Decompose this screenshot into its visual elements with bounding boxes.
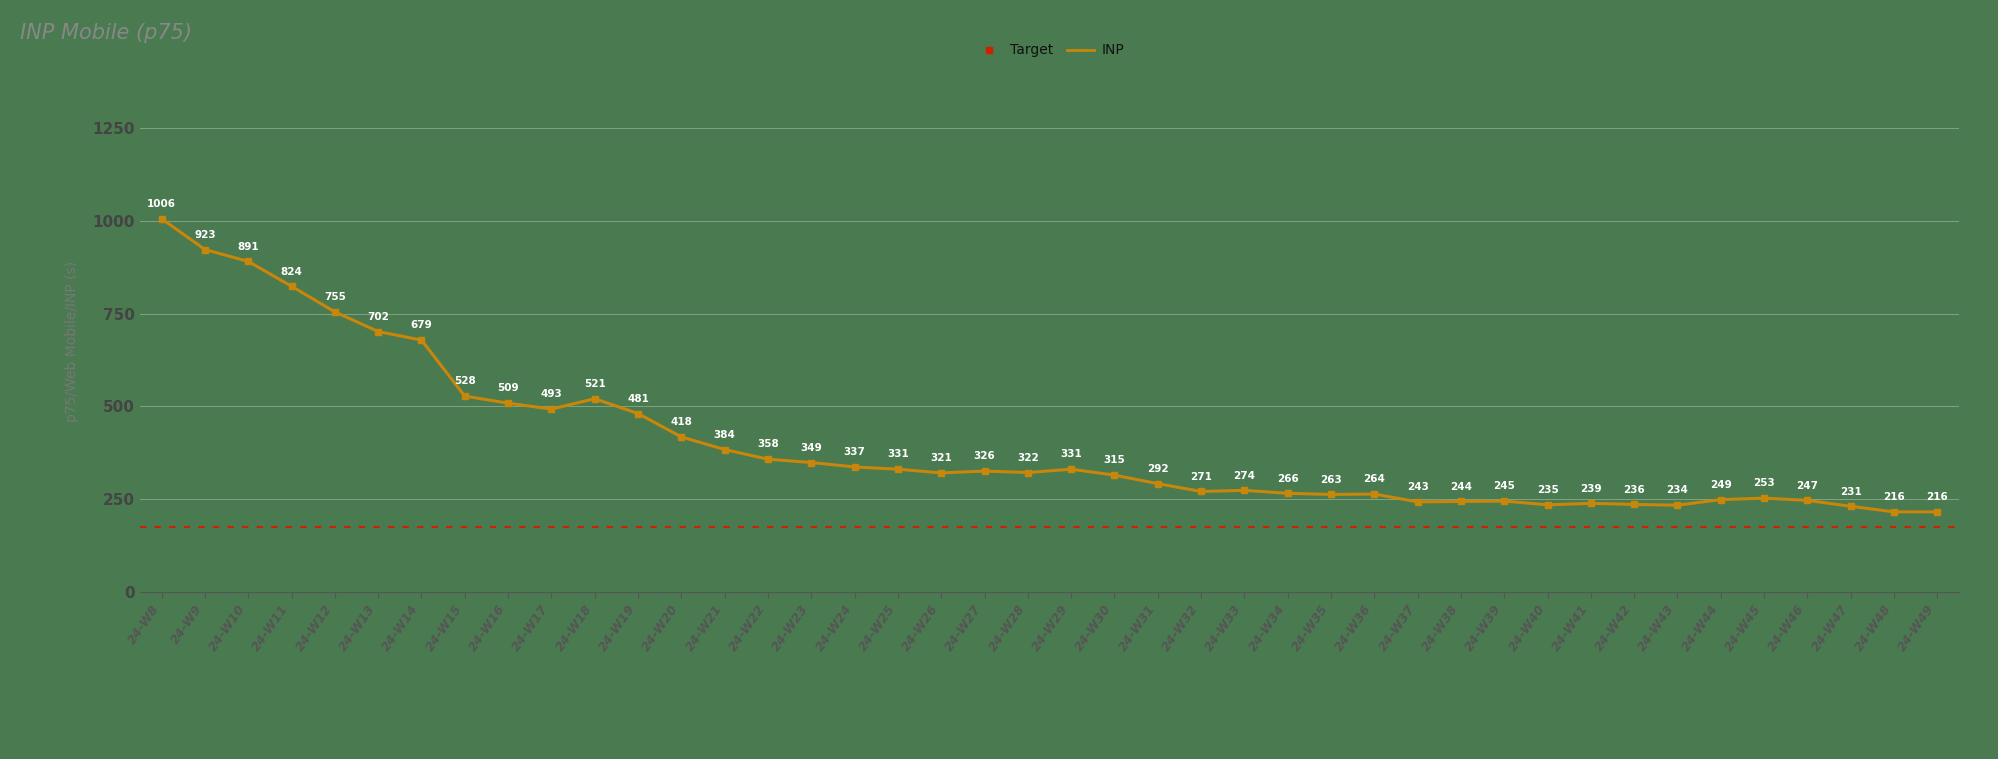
Text: 702: 702 <box>368 312 390 322</box>
Text: 321: 321 <box>929 453 951 463</box>
Text: 239: 239 <box>1578 483 1600 493</box>
Text: 243: 243 <box>1407 482 1429 492</box>
Text: 216: 216 <box>1882 492 1904 502</box>
Text: 253: 253 <box>1752 478 1774 489</box>
Text: 322: 322 <box>1017 453 1039 463</box>
Text: 481: 481 <box>627 394 649 404</box>
Text: 358: 358 <box>757 439 779 449</box>
Text: 274: 274 <box>1233 471 1255 480</box>
Text: 331: 331 <box>887 449 909 459</box>
Text: 418: 418 <box>669 417 691 427</box>
Text: 349: 349 <box>799 442 821 453</box>
Legend: Target, INP: Target, INP <box>969 38 1129 63</box>
Text: 216: 216 <box>1926 492 1948 502</box>
Text: 331: 331 <box>1059 449 1081 459</box>
Text: 923: 923 <box>194 230 216 240</box>
Text: 493: 493 <box>539 389 561 399</box>
Text: 264: 264 <box>1363 474 1385 484</box>
Text: 326: 326 <box>973 452 995 461</box>
Text: 384: 384 <box>713 430 735 439</box>
Text: 509: 509 <box>498 383 519 393</box>
Text: 236: 236 <box>1622 485 1644 495</box>
Text: 249: 249 <box>1708 480 1730 490</box>
Text: 315: 315 <box>1103 455 1125 465</box>
Text: 245: 245 <box>1493 481 1514 491</box>
Text: 231: 231 <box>1838 487 1860 496</box>
Text: 263: 263 <box>1319 474 1341 485</box>
Text: 1006: 1006 <box>148 199 176 209</box>
Text: 235: 235 <box>1536 485 1558 495</box>
Text: 679: 679 <box>410 320 432 330</box>
Text: 755: 755 <box>324 292 346 302</box>
Text: 271: 271 <box>1189 472 1211 482</box>
Text: 891: 891 <box>238 241 260 252</box>
Text: 266: 266 <box>1277 474 1299 483</box>
Text: INP Mobile (p75): INP Mobile (p75) <box>20 23 192 43</box>
Text: 234: 234 <box>1666 486 1688 496</box>
Text: 292: 292 <box>1147 464 1169 474</box>
Text: 528: 528 <box>454 376 476 386</box>
Text: 824: 824 <box>280 266 302 276</box>
Text: 521: 521 <box>583 379 605 389</box>
Text: 244: 244 <box>1449 482 1471 492</box>
Text: 337: 337 <box>843 447 865 457</box>
Text: 247: 247 <box>1796 480 1818 490</box>
Y-axis label: p75/Web Mobile/INP (s): p75/Web Mobile/INP (s) <box>64 261 78 422</box>
